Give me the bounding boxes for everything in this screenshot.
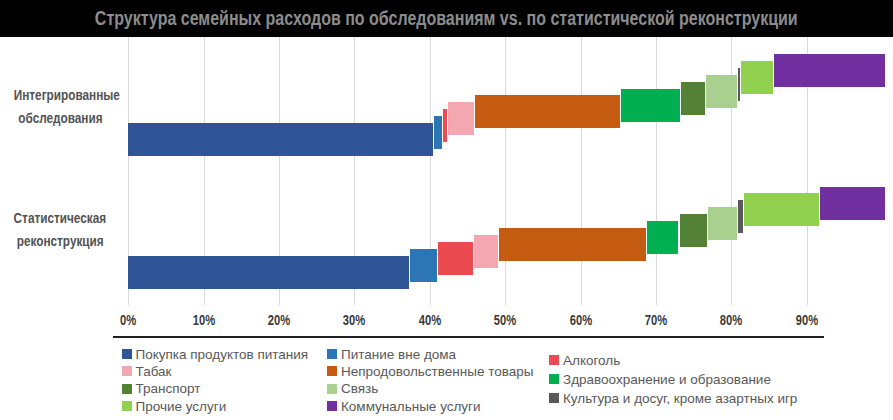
bar-segment-reconstruction <box>679 214 708 247</box>
legend-swatch <box>549 374 559 384</box>
bar-segment-survey <box>620 89 680 122</box>
category-label: Статистическаяреконструкция <box>0 207 123 252</box>
legend-swatch <box>327 401 337 411</box>
chart-title: Структура семейных расходов по обследова… <box>95 7 798 30</box>
legend-swatch <box>327 349 337 359</box>
category-label: Интегрированныеобследования <box>0 84 123 129</box>
bar-segment-survey <box>680 82 705 115</box>
x-tick-label: 40% <box>400 312 460 328</box>
legend-item: Питание вне дома <box>327 347 456 361</box>
bar-segment-survey <box>705 75 737 108</box>
x-tick-label: 10% <box>174 312 234 328</box>
x-tick-label: 60% <box>551 312 611 328</box>
legend-label: Непродовольственные товары <box>341 364 533 379</box>
x-tick-label: 20% <box>249 312 309 328</box>
bar-segment-reconstruction <box>819 187 885 220</box>
x-tick-label: 30% <box>324 312 384 328</box>
bar-segment-reconstruction <box>743 193 820 226</box>
legend-swatch <box>122 401 132 411</box>
bar-segment-survey <box>773 54 885 87</box>
legend-swatch <box>327 366 337 376</box>
bar-segment-reconstruction <box>128 256 409 289</box>
legend-label: Коммунальные услуги <box>341 399 481 414</box>
legend-swatch <box>122 384 132 394</box>
legend-swatch <box>122 349 132 359</box>
legend-label: Транспорт <box>136 381 201 396</box>
legend-item: Связь <box>327 382 378 396</box>
legend-item: Здравоохранение и образование <box>549 372 771 386</box>
gridline <box>505 37 506 305</box>
legend-label: Культура и досуг, кроме азартных игр <box>563 391 797 406</box>
x-tick-label: 90% <box>777 312 837 328</box>
legend-item: Табак <box>122 364 172 378</box>
bar-segment-survey <box>447 102 474 135</box>
x-tick-label: 50% <box>475 312 535 328</box>
legend-item: Покупка продуктов питания <box>122 347 309 361</box>
bar-segment-reconstruction <box>437 242 473 275</box>
bar-segment-reconstruction <box>473 235 497 268</box>
bar-segment-survey <box>433 116 442 149</box>
x-tick-label: 80% <box>701 312 761 328</box>
legend-label: Табак <box>136 364 172 379</box>
legend-swatch <box>122 366 132 376</box>
legend-label: Покупка продуктов питания <box>136 347 309 362</box>
legend-item: Культура и досуг, кроме азартных игр <box>549 391 797 405</box>
chart-title-bar: Структура семейных расходов по обследова… <box>0 0 893 37</box>
legend-item: Коммунальные услуги <box>327 399 481 413</box>
bar-segment-survey <box>474 95 620 128</box>
legend-swatch <box>549 355 559 365</box>
legend-label: Питание вне дома <box>341 347 456 362</box>
axis-separator-line <box>113 336 824 338</box>
bar-segment-reconstruction <box>646 221 678 254</box>
legend-item: Непродовольственные товары <box>327 364 533 378</box>
gridline <box>656 37 657 305</box>
bar-segment-reconstruction <box>409 249 437 282</box>
bar-segment-survey <box>128 123 432 156</box>
legend-swatch <box>549 393 559 403</box>
legend-swatch <box>327 384 337 394</box>
bar-segment-reconstruction <box>498 228 646 261</box>
legend-item: Прочие услуги <box>122 399 227 413</box>
x-tick-label: 70% <box>626 312 686 328</box>
legend-label: Здравоохранение и образование <box>563 372 771 387</box>
legend-label: Прочие услуги <box>136 399 227 414</box>
legend-item: Транспорт <box>122 382 201 396</box>
gridline <box>581 37 582 305</box>
legend-item: Алкоголь <box>549 353 620 367</box>
bar-segment-reconstruction <box>707 207 737 240</box>
bar-segment-survey <box>740 61 772 94</box>
x-tick-label: 0% <box>98 312 158 328</box>
legend-label: Связь <box>341 381 378 396</box>
chart-root: Структура семейных расходов по обследова… <box>0 0 893 420</box>
legend-label: Алкоголь <box>563 353 620 368</box>
